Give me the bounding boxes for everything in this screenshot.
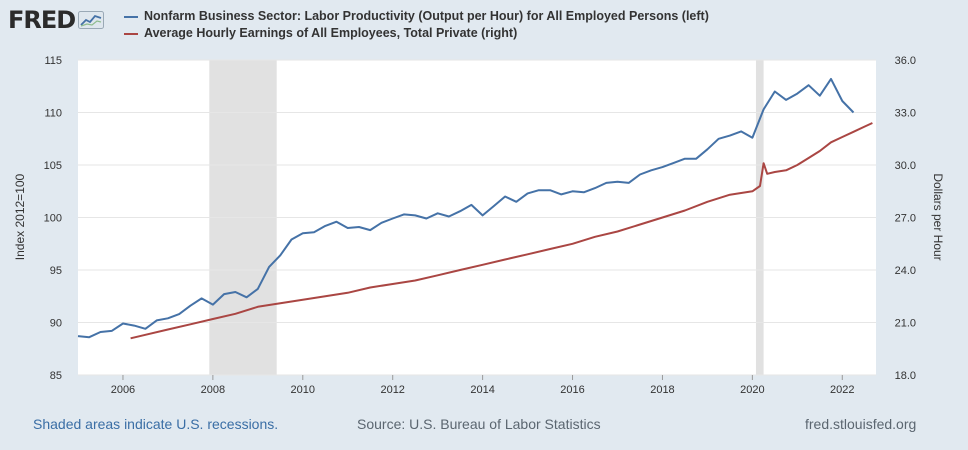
legend: Nonfarm Business Sector: Labor Productiv… — [124, 8, 709, 42]
site-url-link[interactable]: fred.stlouisfed.org — [805, 416, 917, 432]
x-tick-label: 2022 — [830, 384, 854, 396]
right-tick-label: 33.0 — [895, 108, 916, 120]
right-axis-ticks: 18.0 21.0 24.0 27.0 30.0 33.0 36.0 — [895, 55, 916, 382]
legend-label-productivity: Nonfarm Business Sector: Labor Productiv… — [144, 9, 709, 23]
legend-swatch-productivity — [124, 15, 138, 18]
left-tick-label: 85 — [50, 370, 62, 382]
x-tick-label: 2012 — [380, 384, 404, 396]
left-tick-label: 95 — [50, 265, 62, 277]
chart[interactable]: 85 90 95 100 105 110 115 18.0 21.0 24.0 27.0 30.0 3… — [0, 0, 968, 410]
right-tick-label: 27.0 — [895, 213, 916, 225]
chart-line-icon — [78, 11, 105, 29]
x-tick-label: 2008 — [201, 384, 225, 396]
source-text: Source: U.S. Bureau of Labor Statistics — [357, 416, 601, 432]
series-line-earnings[interactable] — [130, 122, 873, 340]
left-tick-label: 110 — [44, 108, 62, 120]
legend-label-earnings: Average Hourly Earnings of All Employees… — [144, 26, 518, 40]
right-axis-title: Dollars per Hour — [931, 173, 945, 260]
legend-item-productivity[interactable]: Nonfarm Business Sector: Labor Productiv… — [124, 8, 709, 25]
x-tick-label: 2020 — [740, 384, 764, 396]
x-tick-label: 2006 — [111, 384, 135, 396]
left-tick-label: 115 — [44, 55, 62, 67]
series-lines — [77, 77, 873, 340]
left-axis-ticks: 85 90 95 100 105 110 115 — [44, 55, 62, 382]
gridlines — [78, 59, 876, 376]
left-axis-title: Index 2012=100 — [13, 173, 27, 260]
recession-note-link[interactable]: Shaded areas indicate U.S. recessions. — [33, 416, 279, 432]
legend-swatch-earnings — [124, 32, 138, 35]
left-tick-label: 105 — [44, 160, 62, 172]
left-tick-label: 90 — [50, 318, 62, 330]
x-tick-label: 2014 — [470, 384, 494, 396]
left-tick-label: 100 — [44, 213, 62, 225]
right-tick-label: 18.0 — [895, 370, 916, 382]
right-tick-label: 36.0 — [895, 55, 916, 67]
x-tick-label: 2010 — [291, 384, 315, 396]
series-line-productivity[interactable] — [77, 77, 855, 339]
right-tick-label: 21.0 — [895, 318, 916, 330]
right-tick-label: 30.0 — [895, 160, 916, 172]
fred-logo-text: FRED — [8, 6, 76, 34]
x-tick-label: 2018 — [650, 384, 674, 396]
x-axis-ticks: 2006 2008 2010 2012 2014 2016 2018 2020 2022 — [111, 375, 855, 396]
x-tick-label: 2016 — [560, 384, 584, 396]
fred-logo[interactable]: FRED — [8, 6, 105, 34]
legend-item-earnings[interactable]: Average Hourly Earnings of All Employees… — [124, 25, 709, 42]
right-tick-label: 24.0 — [895, 265, 916, 277]
